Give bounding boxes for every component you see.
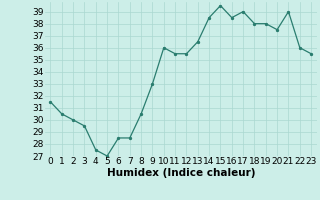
X-axis label: Humidex (Indice chaleur): Humidex (Indice chaleur) bbox=[107, 168, 255, 178]
